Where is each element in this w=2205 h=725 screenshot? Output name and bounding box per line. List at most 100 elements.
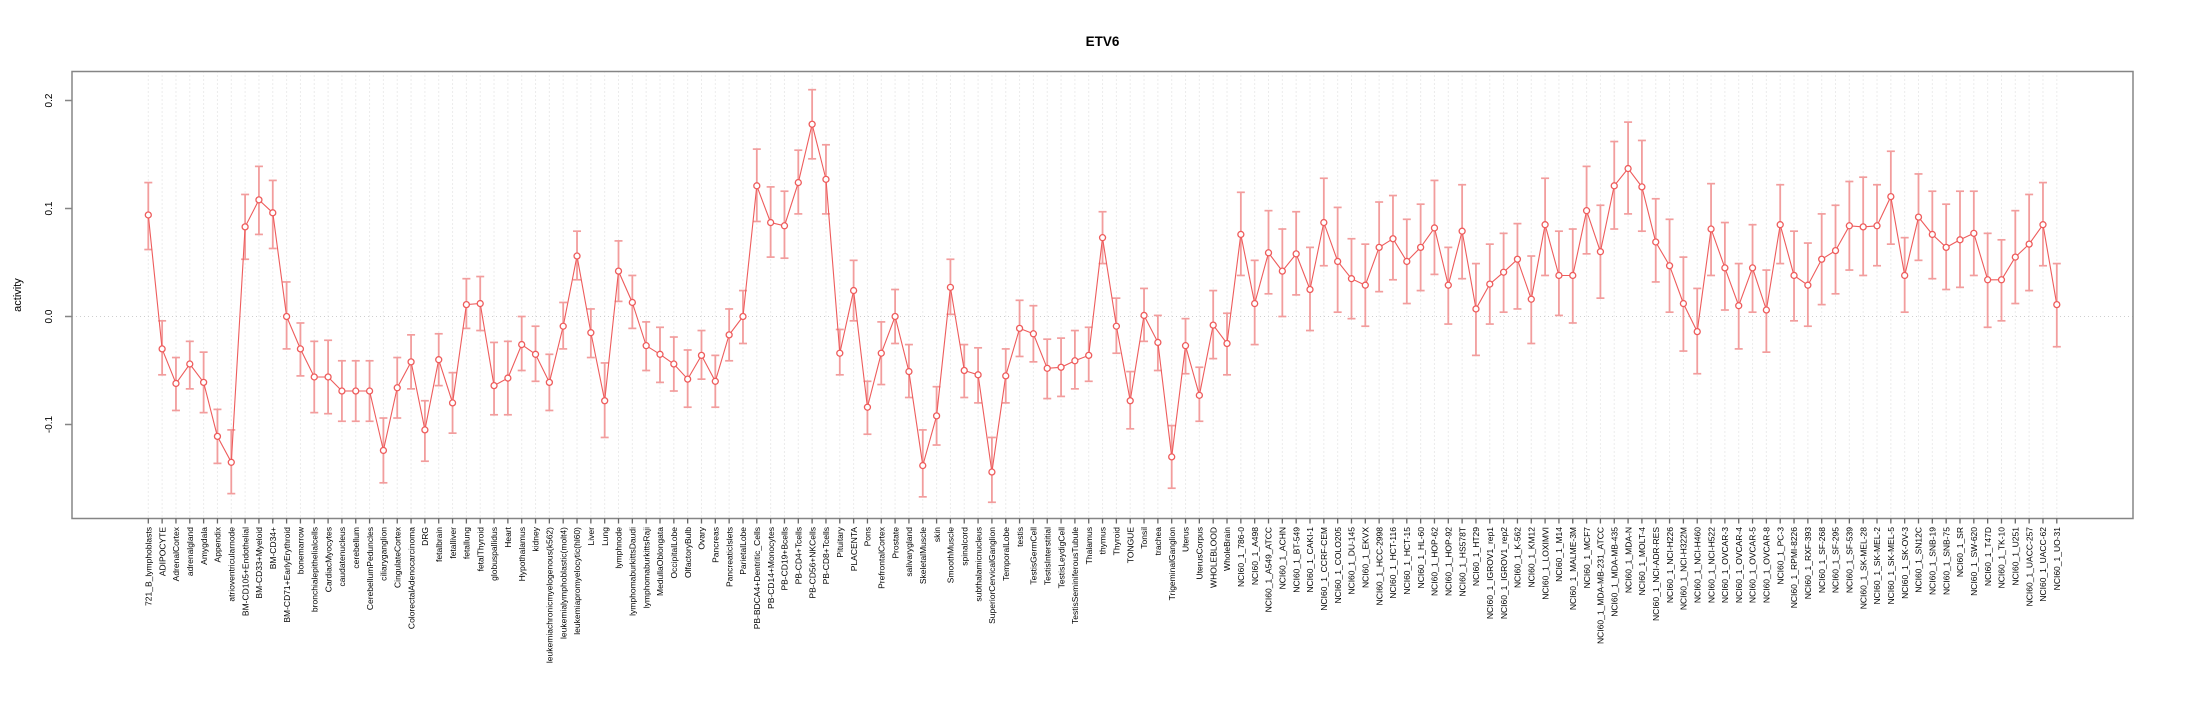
x-category-label: TestisGermCell: [1029, 527, 1039, 585]
data-point: [1430, 224, 1439, 232]
x-category-label: BM-CD33+Myeloid: [254, 527, 264, 599]
data-point: [255, 196, 263, 204]
x-category-label: NCI60_1_HS578T: [1457, 527, 1467, 596]
data-point: [960, 366, 968, 375]
x-category-label: NCI60_1_NCI-H226: [1665, 527, 1675, 603]
x-category-label: NCI60_1_KM12: [1526, 527, 1536, 588]
data-point: [282, 312, 291, 321]
data-point: [310, 373, 318, 381]
data-point: [1762, 306, 1771, 314]
x-category-label: NCI60_1_UACC-62: [2038, 527, 2048, 602]
data-point: [1347, 275, 1356, 283]
data-point: [1458, 227, 1466, 235]
data-point: [1140, 311, 1148, 320]
data-point: [296, 345, 305, 353]
x-category-label: OlfactoryBulb: [683, 527, 693, 578]
x-category-label: Thalamus: [1084, 527, 1094, 564]
data-point: [1403, 257, 1411, 266]
x-category-label: cerebellum: [351, 527, 361, 569]
data-point: [1569, 271, 1577, 280]
data-point: [518, 340, 526, 349]
data-point: [1582, 207, 1591, 215]
x-category-label: Liver: [586, 527, 596, 546]
x-category-label: NCI60_1_M14: [1554, 527, 1564, 582]
x-category-label: Pituitary: [835, 526, 845, 557]
data-point: [1638, 183, 1646, 191]
x-category-label: BM-CD105+Endothelial: [240, 527, 250, 616]
x-category-label: leukemiapromyelocytic(hl60): [572, 527, 582, 635]
x-category-label: NCI60_1_HCT-15: [1402, 527, 1412, 595]
data-point: [725, 331, 733, 339]
data-point: [1181, 342, 1190, 350]
data-point: [435, 356, 443, 364]
x-category-label: AdrenalCortex: [171, 526, 181, 581]
x-category-label: SkeletalMuscle: [918, 527, 928, 584]
x-category-label: DRG: [420, 527, 430, 546]
x-category-label: BM-CD34+: [268, 527, 278, 569]
data-point: [932, 412, 941, 420]
x-category-label: NCI60_1_A498: [1250, 527, 1260, 585]
data-point: [1831, 246, 1840, 255]
x-category-label: PB-CD8+Tcells: [821, 527, 831, 584]
data-point: [476, 299, 484, 308]
data-point: [1735, 302, 1743, 310]
y-axis-title: activity: [12, 278, 24, 312]
x-category-label: NCI60_1_SW-620: [1969, 527, 1979, 596]
data-point: [601, 397, 609, 405]
x-category-label: NCI60_1_PC-3: [1775, 527, 1785, 585]
x-category-label: NCI60_1_SK-MEL-2: [1872, 527, 1882, 605]
x-category-label: NCI60_1_HOP-92: [1443, 527, 1453, 596]
x-category-label: NCI60_1_IGROV1_rep1: [1485, 527, 1495, 619]
x-category-label: CardiacMyocytes: [323, 527, 333, 592]
data-point: [1624, 164, 1632, 173]
data-point: [1168, 453, 1176, 461]
x-category-label: Ovary: [697, 526, 707, 549]
data-point: [1278, 267, 1286, 275]
x-category-label: Uterus: [1181, 527, 1191, 552]
x-category-label: NCI60_1_SK-MEL-5: [1886, 527, 1896, 605]
data-point: [697, 351, 706, 360]
data-point: [1845, 222, 1854, 230]
data-point: [1513, 255, 1522, 263]
x-category-label: ParietalLobe: [738, 527, 748, 575]
y-tick-label: -0.1: [44, 415, 55, 433]
x-category-label: NCI60_1_MOLT-4: [1637, 527, 1647, 596]
data-point: [946, 283, 955, 291]
data-point: [1776, 221, 1784, 229]
x-category-label: bronchialepithelialcells: [309, 527, 319, 612]
data-point: [877, 349, 885, 357]
data-point: [545, 378, 554, 387]
x-category-label: subthalamicnucleus: [973, 527, 983, 602]
x-category-label: NCI60_1_SF-295: [1831, 527, 1841, 593]
data-point: [352, 387, 360, 395]
x-category-label: TestisSeminiferousTubule: [1070, 527, 1080, 624]
data-point: [573, 252, 581, 260]
x-category-label: NCI60_1_UACC-257: [2024, 527, 2034, 607]
x-category-label: NCI60_1_SNB-19: [1928, 527, 1938, 595]
data-point: [780, 222, 789, 230]
x-category-label: NCI60_1_NCI-H522: [1706, 527, 1716, 603]
data-point: [1209, 321, 1217, 329]
data-point: [1928, 230, 1936, 239]
data-point: [1444, 281, 1452, 289]
x-category-label: NCI60_1_BT-549: [1291, 527, 1301, 593]
x-category-label: Heart: [503, 526, 513, 547]
data-point: [1818, 255, 1826, 263]
data-point: [891, 312, 899, 321]
data-point: [1984, 276, 1992, 284]
data-point: [1126, 397, 1134, 405]
x-category-label: lymphomaburkittsDaudi: [628, 527, 638, 616]
x-category-label: NCI60_1_NCI-H322M: [1679, 527, 1689, 610]
x-category-label: NCI60_1_HOP-62: [1430, 527, 1440, 596]
x-category-label: SmoothMuscle: [946, 527, 956, 583]
gridlines: [72, 71, 2133, 519]
x-category-label: fetalliver: [448, 527, 458, 559]
data-point: [1112, 322, 1121, 330]
x-category-label: NCI60_1_EKVX: [1361, 527, 1371, 588]
data-point: [1596, 248, 1605, 256]
data-point: [1610, 182, 1618, 190]
x-category-label: NCI60_1_RPMI-8226: [1789, 527, 1799, 609]
data-point: [144, 211, 152, 219]
